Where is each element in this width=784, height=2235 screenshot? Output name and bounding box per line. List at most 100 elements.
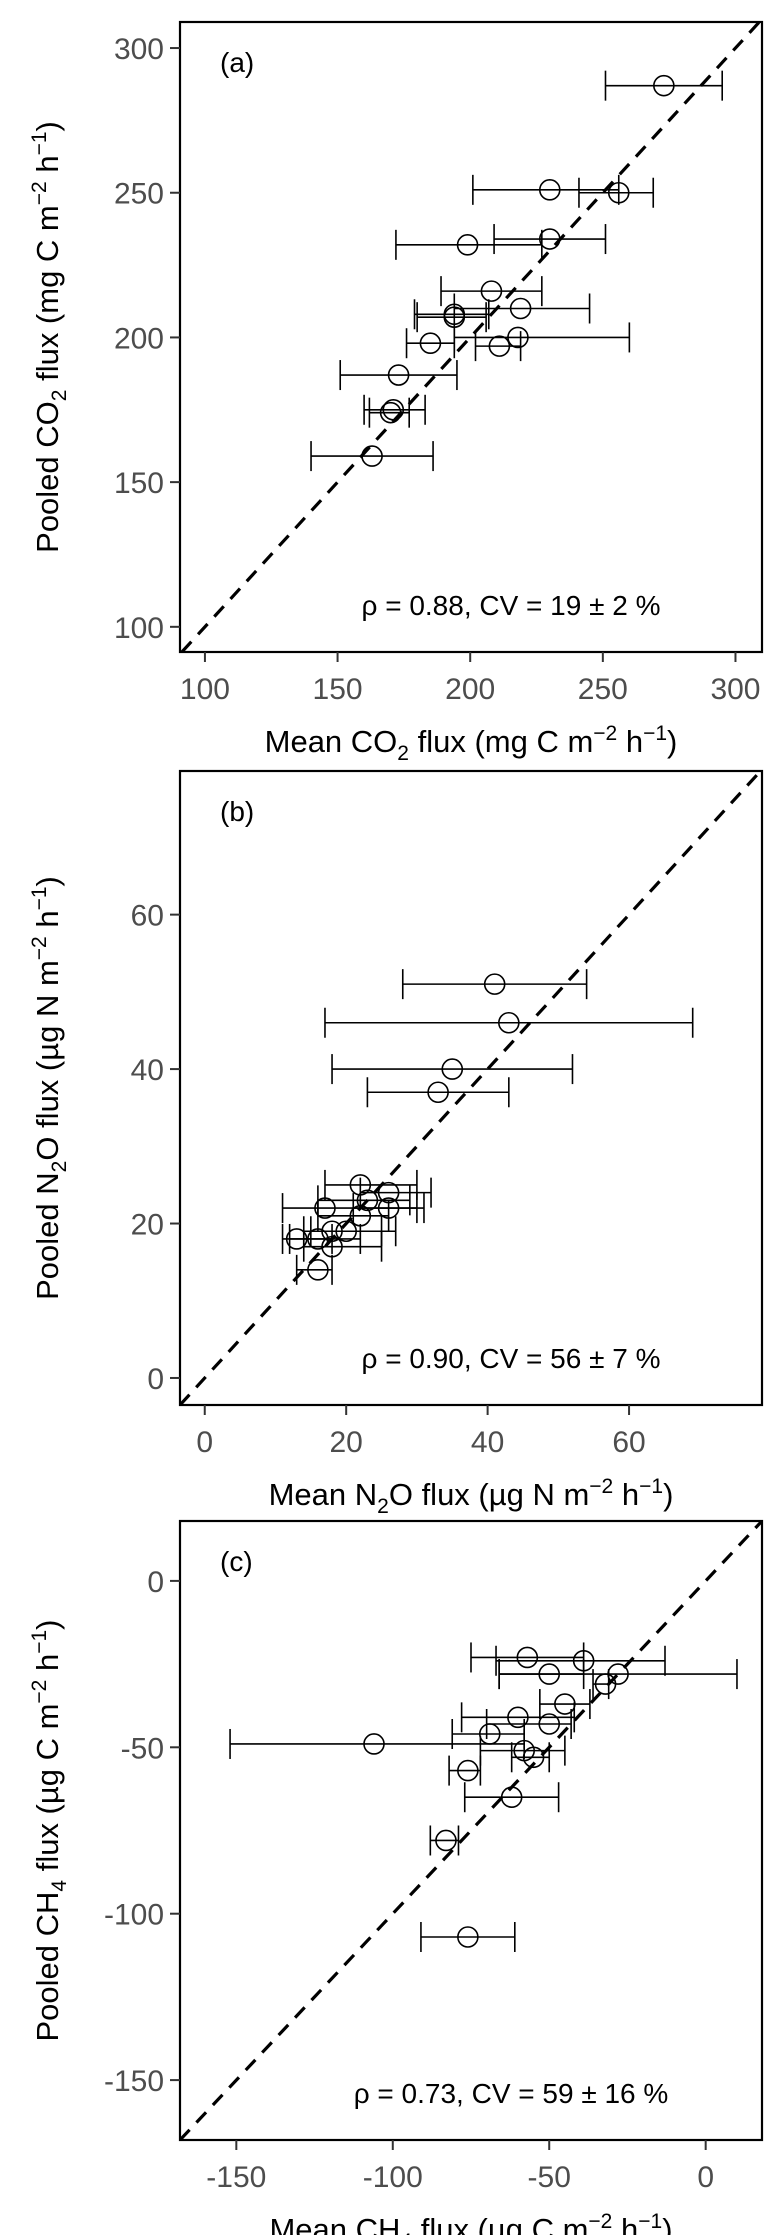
panel-a: 100 150 200 250 300 100 150 200 250 300 (a) ρ = 0.8… xyxy=(28,20,764,765)
data-point xyxy=(592,1669,617,1700)
label-text: Mean CO xyxy=(265,724,398,759)
point-marker xyxy=(538,179,561,201)
label-text: O flux (µg N m xyxy=(30,960,65,1160)
y-axis-title: Pooled N2O flux (µg N m−2 h−1) xyxy=(28,876,71,1300)
stats-annotation: ρ = 0.73, CV = 59 ± 16 % xyxy=(354,2078,669,2109)
x-tick-label: 0 xyxy=(196,1426,213,1459)
panel-label: (c) xyxy=(220,1546,253,1577)
data-point xyxy=(604,70,724,101)
point-marker xyxy=(507,1706,529,1729)
data-point xyxy=(448,1755,482,1786)
y-axis-title: Pooled CH4 flux (µg C m−2 h−1) xyxy=(28,1619,71,2041)
point-marker xyxy=(483,973,506,995)
y-axis-title: Pooled CO2 flux (mg C m−2 h−1) xyxy=(28,121,71,553)
label-text: flux (µg C m xyxy=(412,2212,588,2235)
data-point xyxy=(470,1642,585,1673)
x-tick-label: 250 xyxy=(578,673,628,706)
data-point xyxy=(395,229,543,260)
y-tick-label: 300 xyxy=(114,33,164,66)
x-tick-label: 20 xyxy=(329,1426,362,1459)
y-tick-label: 40 xyxy=(131,1054,164,1087)
point-marker xyxy=(538,228,561,250)
label-superscript: −2 xyxy=(589,1475,613,1498)
point-marker xyxy=(379,401,402,424)
point-marker xyxy=(480,280,503,302)
label-text: Mean N xyxy=(269,1477,378,1512)
label-text: ) xyxy=(30,1619,65,1629)
label-text: h xyxy=(612,2212,638,2235)
data-point xyxy=(460,1702,576,1733)
y-tick-label: 0 xyxy=(147,1363,164,1396)
data-point xyxy=(310,441,434,472)
panel-b: 0 20 40 60 0 20 40 60 (b) ρ = 0.90, CV = 56 ± 7 %… xyxy=(28,769,764,1518)
y-tick-label: 250 xyxy=(114,178,164,211)
data-point xyxy=(413,299,490,330)
data-point xyxy=(368,397,410,428)
label-text: h xyxy=(30,1654,65,1680)
x-axis-title: Mean CH4 flux (µg C m−2 h−1) xyxy=(269,2210,672,2235)
label-text: ) xyxy=(667,724,677,759)
point-marker xyxy=(456,234,479,256)
point-marker xyxy=(498,1011,520,1034)
label-superscript: −1 xyxy=(28,886,51,910)
label-subscript: 2 xyxy=(48,390,71,402)
data-point xyxy=(453,293,591,324)
point-marker xyxy=(419,332,442,355)
y-tick-label: 200 xyxy=(114,322,164,355)
data-point xyxy=(281,1193,418,1224)
y-tick-label: 150 xyxy=(114,467,164,500)
x-tick-label: 100 xyxy=(180,673,230,706)
x-tick-label: -50 xyxy=(528,2161,571,2194)
x-tick-label: 0 xyxy=(697,2161,714,2194)
x-tick-label: 40 xyxy=(471,1426,504,1459)
data-point xyxy=(474,331,522,362)
point-marker xyxy=(307,1259,329,1281)
y-tick-label: -100 xyxy=(104,1899,164,1932)
plot-frame xyxy=(178,769,764,1407)
label-text: ) xyxy=(662,2212,672,2235)
data-point xyxy=(295,1254,333,1285)
point-marker xyxy=(363,1733,385,1755)
label-subscript: 4 xyxy=(400,2230,412,2235)
point-marker xyxy=(594,1673,617,1695)
data-point xyxy=(324,1007,694,1038)
label-superscript: −2 xyxy=(28,936,51,960)
point-marker xyxy=(488,335,511,357)
point-marker xyxy=(387,364,410,386)
point-marker xyxy=(457,1926,479,1948)
data-point xyxy=(493,224,607,255)
one-to-one-line xyxy=(180,1521,762,2140)
x-tick-label: -100 xyxy=(363,2161,423,2194)
label-text: O flux (µg N m xyxy=(389,1477,589,1512)
point-marker xyxy=(522,1746,545,1769)
point-marker xyxy=(509,297,532,320)
data-point xyxy=(429,1825,460,1856)
point-marker xyxy=(427,1081,449,1104)
label-superscript: −1 xyxy=(643,722,667,745)
label-text: ) xyxy=(663,1477,673,1512)
y-tick-label: 60 xyxy=(131,900,164,933)
x-tick-label: 60 xyxy=(612,1426,645,1459)
x-tick-label: 200 xyxy=(445,673,495,706)
data-point xyxy=(359,1177,432,1208)
plot-frame xyxy=(178,1519,764,2142)
data-point xyxy=(366,1077,510,1108)
data-point xyxy=(472,174,620,205)
label-text: ) xyxy=(30,876,65,886)
x-axis-title: Mean N2O flux (µg N m−2 h−1) xyxy=(269,1475,674,1518)
label-superscript: −1 xyxy=(28,131,51,155)
data-point xyxy=(405,328,456,359)
y-tick-label: -150 xyxy=(104,2065,164,2098)
label-superscript: −2 xyxy=(28,181,51,205)
point-marker xyxy=(538,1713,561,1735)
point-marker xyxy=(607,181,630,204)
point-marker xyxy=(516,1646,539,1669)
label-text: Mean CH xyxy=(269,2212,400,2235)
data-point xyxy=(463,1782,560,1813)
point-marker xyxy=(356,1189,379,1212)
y-tick-label: -50 xyxy=(121,1732,164,1765)
point-marker xyxy=(500,1786,523,1809)
x-tick-label: 300 xyxy=(710,673,760,706)
data-point xyxy=(479,1735,566,1766)
